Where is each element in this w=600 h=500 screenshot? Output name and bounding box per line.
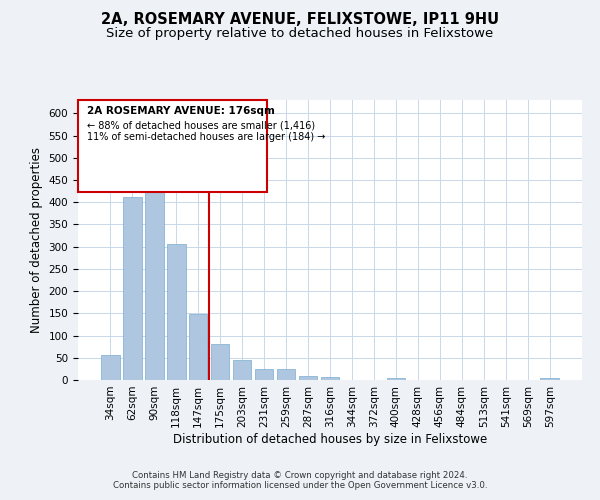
Bar [320,377,340,380]
Bar [233,360,251,380]
Bar [189,314,208,380]
Bar [145,160,164,380]
Bar [255,369,274,380]
Text: 2A ROSEMARY AVENUE: 176sqm: 2A ROSEMARY AVENUE: 176sqm [87,106,275,117]
Text: 11% of semi-detached houses are larger (184) →: 11% of semi-detached houses are larger (… [87,132,325,141]
Text: 2A, ROSEMARY AVENUE, FELIXSTOWE, IP11 9HU: 2A, ROSEMARY AVENUE, FELIXSTOWE, IP11 9H… [101,12,499,28]
Bar [386,378,405,380]
Y-axis label: Number of detached properties: Number of detached properties [30,147,43,333]
Bar [101,354,119,380]
Bar [277,369,295,380]
Bar [167,244,185,380]
Text: Size of property relative to detached houses in Felixstowe: Size of property relative to detached ho… [106,28,494,40]
Bar [123,198,142,380]
Text: ← 88% of detached houses are smaller (1,416): ← 88% of detached houses are smaller (1,… [87,120,315,130]
X-axis label: Distribution of detached houses by size in Felixstowe: Distribution of detached houses by size … [173,432,487,446]
Bar [299,376,317,380]
Text: Contains HM Land Registry data © Crown copyright and database right 2024.
Contai: Contains HM Land Registry data © Crown c… [113,470,487,490]
Bar [211,344,229,380]
Bar [541,378,559,380]
